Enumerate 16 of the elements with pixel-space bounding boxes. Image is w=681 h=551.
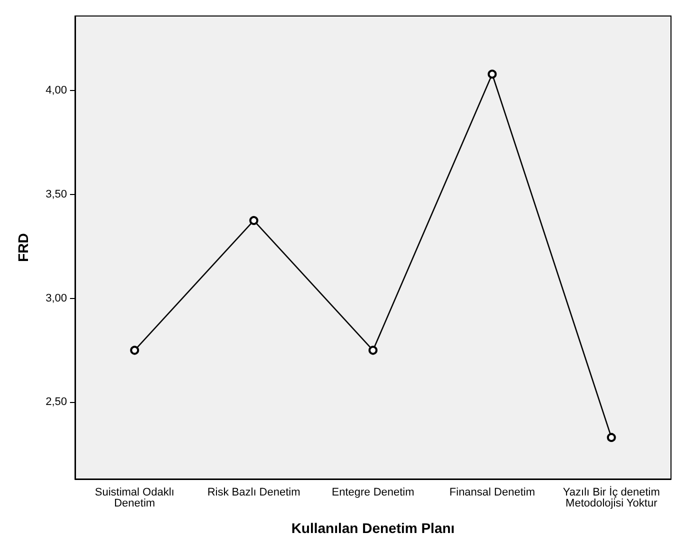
point xyxy=(130,346,140,355)
x-tick-label: Finansal Denetim xyxy=(449,486,535,498)
y-tick-label: 4,00 xyxy=(46,84,67,97)
point xyxy=(249,216,258,226)
y-tick-label: 3,50 xyxy=(46,188,67,201)
y-tick-label: 3,00 xyxy=(46,292,67,304)
x-tick-label: Suistimal Odaklı Denetim xyxy=(94,486,174,510)
point xyxy=(368,346,378,355)
x-tick-label: Entegre Denetim xyxy=(332,486,414,498)
point xyxy=(606,432,616,442)
y-tick-label: 2,50 xyxy=(46,396,67,408)
y-axis-title: FRD xyxy=(15,233,31,262)
x-tick-label: Risk Bazlı Denetim xyxy=(207,486,300,498)
x-tick-label: Yazılı Bir İç denetim Metodolojisi Yoktur xyxy=(562,486,660,510)
x-axis-title: Kullanılan Denetim Planı xyxy=(291,520,455,536)
point xyxy=(488,70,497,79)
